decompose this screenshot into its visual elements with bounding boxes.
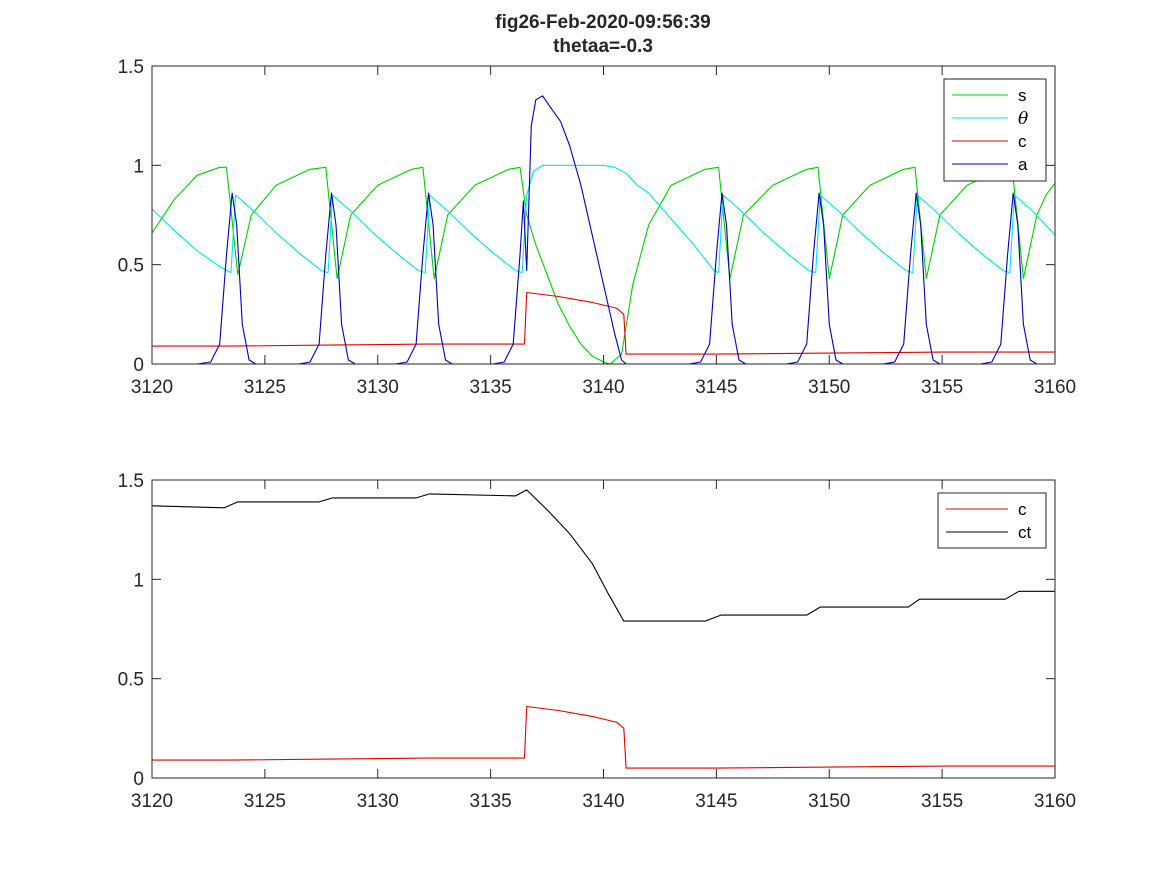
y-tick-label: 0.5 [118, 256, 144, 277]
y-tick-label: 1 [133, 156, 144, 177]
x-tick-label: 3160 [1034, 791, 1076, 812]
legend-label-a: a [1018, 155, 1028, 174]
x-tick-label: 3125 [244, 377, 286, 398]
x-tick-label: 3120 [131, 377, 173, 398]
legend-label-theta: θ [1018, 109, 1028, 129]
axes-box [151, 479, 1056, 779]
legend-label-c: c [1018, 500, 1027, 519]
series-line-a [152, 95, 1055, 365]
x-tick-label: 3150 [808, 791, 850, 812]
x-tick-label: 3135 [469, 791, 511, 812]
x-tick-label: 3130 [357, 791, 399, 812]
legend-label-c: c [1018, 132, 1027, 151]
y-tick-label: 1 [133, 570, 144, 591]
series-line-theta [151, 164, 1056, 274]
bottom-axes: 3120 3125 3130 3135 3140 3145 3150 3155 3160 0 0.5… [118, 471, 1077, 812]
y-tick-label: 0.5 [118, 670, 144, 691]
x-tick-label: 3155 [921, 791, 963, 812]
legend-label-ct: ct [1018, 523, 1032, 542]
x-tick-label: 3145 [695, 791, 737, 812]
x-tick-label: 3155 [921, 377, 963, 398]
legend-box [937, 492, 1047, 549]
legend-label-s: s [1018, 86, 1027, 105]
top-axes: 3120 3125 3130 3135 3140 3145 3150 3155 3160 0 0.5… [118, 57, 1077, 398]
x-tick-label: 3125 [244, 791, 286, 812]
x-tick-label: 3140 [582, 791, 624, 812]
x-tick-label: 3150 [808, 377, 850, 398]
x-tick-label: 3135 [469, 377, 511, 398]
legend-box [943, 78, 1047, 182]
x-tick-label: 3130 [357, 377, 399, 398]
x-tick-label: 3160 [1034, 377, 1076, 398]
y-tick-label: 1.5 [118, 57, 144, 78]
series-line-s [151, 166, 1056, 365]
figure-title: fig26-Feb-2020-09:56:39 [495, 12, 710, 33]
x-tick-label: 3140 [582, 377, 624, 398]
series-line-ct [151, 489, 1055, 622]
series-line-c [152, 705, 1055, 769]
figure-subtitle: thetaa=-0.3 [553, 36, 653, 57]
x-tick-label: 3120 [131, 791, 173, 812]
y-tick-label: 0 [133, 355, 144, 376]
y-tick-label: 1.5 [118, 471, 144, 492]
x-tick-label: 3145 [695, 377, 737, 398]
legend: c ct [937, 492, 1047, 549]
series-line-c [152, 291, 1055, 355]
y-tick-label: 0 [133, 769, 144, 790]
